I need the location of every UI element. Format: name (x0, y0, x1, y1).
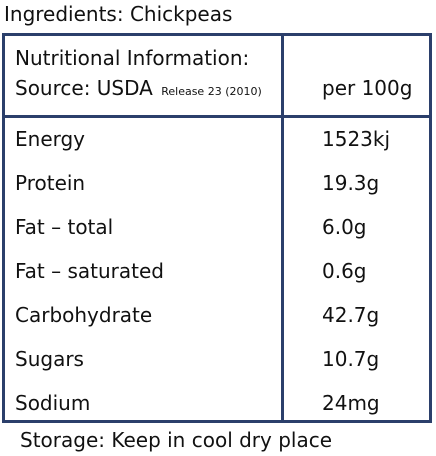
nutrient-row-sodium: Sodium 24mg (5, 382, 429, 426)
nutrient-value: 0.6g (322, 259, 367, 283)
nutrient-value: 6.0g (322, 215, 367, 239)
nutrient-label: Sugars (15, 347, 84, 371)
nutrient-label: Protein (15, 171, 86, 195)
source-release: Release 23 (2010) (161, 85, 262, 98)
nutrient-label: Sodium (15, 391, 91, 415)
nutrient-label: Fat – saturated (15, 259, 164, 283)
nutrition-panel: Nutritional Information: Source: USDA Re… (2, 33, 432, 423)
nutrient-row-protein: Protein 19.3g (5, 162, 429, 206)
nutrition-title: Nutritional Information: (15, 46, 250, 70)
source-line: Source: USDA Release 23 (2010) (15, 73, 262, 107)
column-divider (281, 36, 284, 420)
nutrient-value: 24mg (322, 391, 380, 415)
ingredients-line: Ingredients: Chickpeas (4, 2, 233, 26)
nutrient-rows: Energy 1523kj Protein 19.3g Fat – total … (5, 118, 429, 426)
nutrient-row-carbohydrate: Carbohydrate 42.7g (5, 294, 429, 338)
header-divider (5, 115, 429, 118)
header-left-cell: Nutritional Information: Source: USDA Re… (15, 43, 262, 107)
storage-instructions: Storage: Keep in cool dry place (20, 428, 333, 452)
nutrient-row-sugars: Sugars 10.7g (5, 338, 429, 382)
nutrient-value: 42.7g (322, 303, 380, 327)
per-100g-label: per 100g (322, 76, 413, 100)
nutrient-value: 19.3g (322, 171, 380, 195)
nutrient-value: 1523kj (322, 127, 391, 151)
source-label: Source: USDA (15, 76, 153, 100)
nutrient-value: 10.7g (322, 347, 380, 371)
nutrient-label: Carbohydrate (15, 303, 153, 327)
nutrient-label: Fat – total (15, 215, 114, 239)
nutrient-label: Energy (15, 127, 86, 151)
nutrient-row-fat-total: Fat – total 6.0g (5, 206, 429, 250)
nutrient-row-energy: Energy 1523kj (5, 118, 429, 162)
nutrient-row-fat-saturated: Fat – saturated 0.6g (5, 250, 429, 294)
